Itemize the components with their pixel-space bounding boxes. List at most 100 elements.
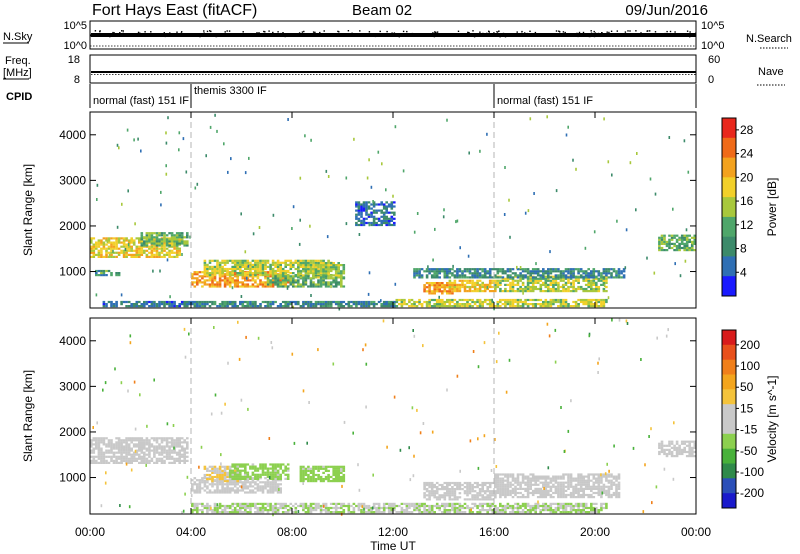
heatmap-cell bbox=[309, 478, 313, 481]
heatmap-cell bbox=[506, 487, 510, 490]
heatmap-cell bbox=[516, 279, 520, 282]
heatmap-cell bbox=[292, 285, 295, 288]
heatmap-cell bbox=[534, 270, 537, 273]
heatmap-cell bbox=[506, 274, 510, 277]
nsky-dot bbox=[203, 32, 205, 34]
heatmap-cell bbox=[340, 511, 343, 514]
heatmap-cell bbox=[269, 305, 272, 308]
heatmap-cell bbox=[206, 263, 209, 266]
heatmap-cell bbox=[549, 279, 553, 282]
heatmap-cell bbox=[370, 303, 373, 306]
nsky-dot bbox=[392, 34, 394, 36]
heatmap-cell bbox=[423, 481, 426, 485]
heatmap-cell bbox=[90, 451, 93, 454]
y-tick-label: 3000 bbox=[59, 173, 86, 187]
heatmap-cell bbox=[358, 233, 361, 236]
heatmap-cell bbox=[534, 305, 537, 308]
heatmap-cell bbox=[254, 285, 257, 288]
heatmap-cell bbox=[337, 264, 340, 267]
heatmap-cell bbox=[552, 496, 555, 499]
heatmap-cell bbox=[97, 447, 101, 450]
heatmap-cell bbox=[592, 290, 596, 293]
heatmap-cell bbox=[670, 234, 674, 237]
heatmap-cell bbox=[451, 492, 454, 495]
heatmap-cell bbox=[226, 272, 229, 275]
heatmap-cell bbox=[191, 277, 194, 280]
heatmap-cell bbox=[448, 494, 452, 497]
nsky-dot bbox=[311, 34, 313, 37]
heatmap-cell bbox=[478, 305, 482, 308]
heatmap-cell bbox=[223, 279, 227, 282]
heatmap-cell bbox=[587, 475, 590, 478]
heatmap-cell bbox=[494, 287, 497, 291]
heatmap-cell bbox=[284, 502, 287, 505]
heatmap-cell bbox=[587, 477, 590, 480]
heatmap-cell bbox=[453, 287, 457, 291]
heatmap-cell bbox=[302, 504, 305, 508]
heatmap-cell bbox=[115, 437, 118, 440]
heatmap-cell bbox=[390, 305, 394, 308]
heatmap-cell bbox=[544, 279, 548, 282]
heatmap-cell bbox=[90, 241, 93, 244]
heatmap-cell bbox=[435, 284, 439, 287]
nsky-dot bbox=[643, 35, 645, 37]
heatmap-cell bbox=[269, 471, 272, 474]
heatmap-cell bbox=[239, 471, 242, 474]
heatmap-cell bbox=[314, 264, 318, 267]
heatmap-cell bbox=[367, 215, 371, 218]
heatmap-cell bbox=[503, 213, 506, 216]
heatmap-cell bbox=[249, 305, 252, 308]
heatmap-cell bbox=[350, 511, 353, 514]
nsky-dot bbox=[225, 35, 227, 37]
heatmap-cell bbox=[562, 491, 565, 495]
heatmap-cell bbox=[579, 268, 583, 271]
heatmap-cell bbox=[264, 483, 267, 486]
heatmap-cell bbox=[511, 281, 515, 284]
heatmap-cell bbox=[223, 473, 227, 477]
heatmap-cell bbox=[326, 235, 329, 239]
heatmap-cell bbox=[95, 274, 98, 277]
heatmap-cell bbox=[557, 298, 560, 302]
heatmap-cell bbox=[221, 478, 224, 481]
heatmap-cell bbox=[312, 285, 315, 288]
heatmap-cell bbox=[143, 457, 146, 460]
heatmap-cell bbox=[390, 207, 394, 210]
heatmap-cell bbox=[327, 274, 330, 277]
heatmap-cell bbox=[425, 488, 429, 491]
heatmap-cell bbox=[438, 284, 441, 287]
heatmap-cell bbox=[279, 473, 282, 476]
heatmap-cell bbox=[244, 473, 247, 476]
heatmap-cell bbox=[155, 255, 159, 258]
heatmap-cell bbox=[542, 272, 545, 275]
heatmap-cell bbox=[372, 211, 376, 214]
heatmap-cell bbox=[125, 237, 128, 240]
heatmap-cell bbox=[519, 305, 522, 308]
heatmap-cell bbox=[223, 281, 227, 284]
nsky-dot bbox=[145, 33, 147, 35]
heatmap-cell bbox=[266, 475, 270, 478]
heatmap-cell bbox=[150, 232, 154, 235]
heatmap-cell bbox=[660, 238, 664, 241]
heatmap-cell bbox=[112, 251, 116, 254]
heatmap-cell bbox=[544, 489, 548, 492]
nsky-dot bbox=[465, 33, 467, 35]
heatmap-cell bbox=[307, 300, 310, 304]
heatmap-cell bbox=[254, 275, 257, 278]
heatmap-cell bbox=[90, 237, 93, 240]
heatmap-cell bbox=[259, 487, 262, 490]
heatmap-cell bbox=[355, 201, 358, 204]
heatmap-cell bbox=[332, 268, 335, 271]
heatmap-cell bbox=[286, 259, 290, 262]
heatmap-cell bbox=[241, 305, 245, 308]
heatmap-cell bbox=[468, 281, 472, 284]
heatmap-cell bbox=[559, 279, 563, 282]
heatmap-cell bbox=[216, 491, 219, 494]
heatmap-cell bbox=[218, 283, 222, 286]
heatmap-cell bbox=[246, 283, 250, 286]
heatmap-cell bbox=[680, 238, 684, 241]
heatmap-cell bbox=[334, 509, 338, 512]
heatmap-cell bbox=[249, 491, 252, 494]
heatmap-cell bbox=[413, 300, 416, 304]
heatmap-cell bbox=[476, 298, 479, 302]
heatmap-cell bbox=[438, 282, 441, 285]
